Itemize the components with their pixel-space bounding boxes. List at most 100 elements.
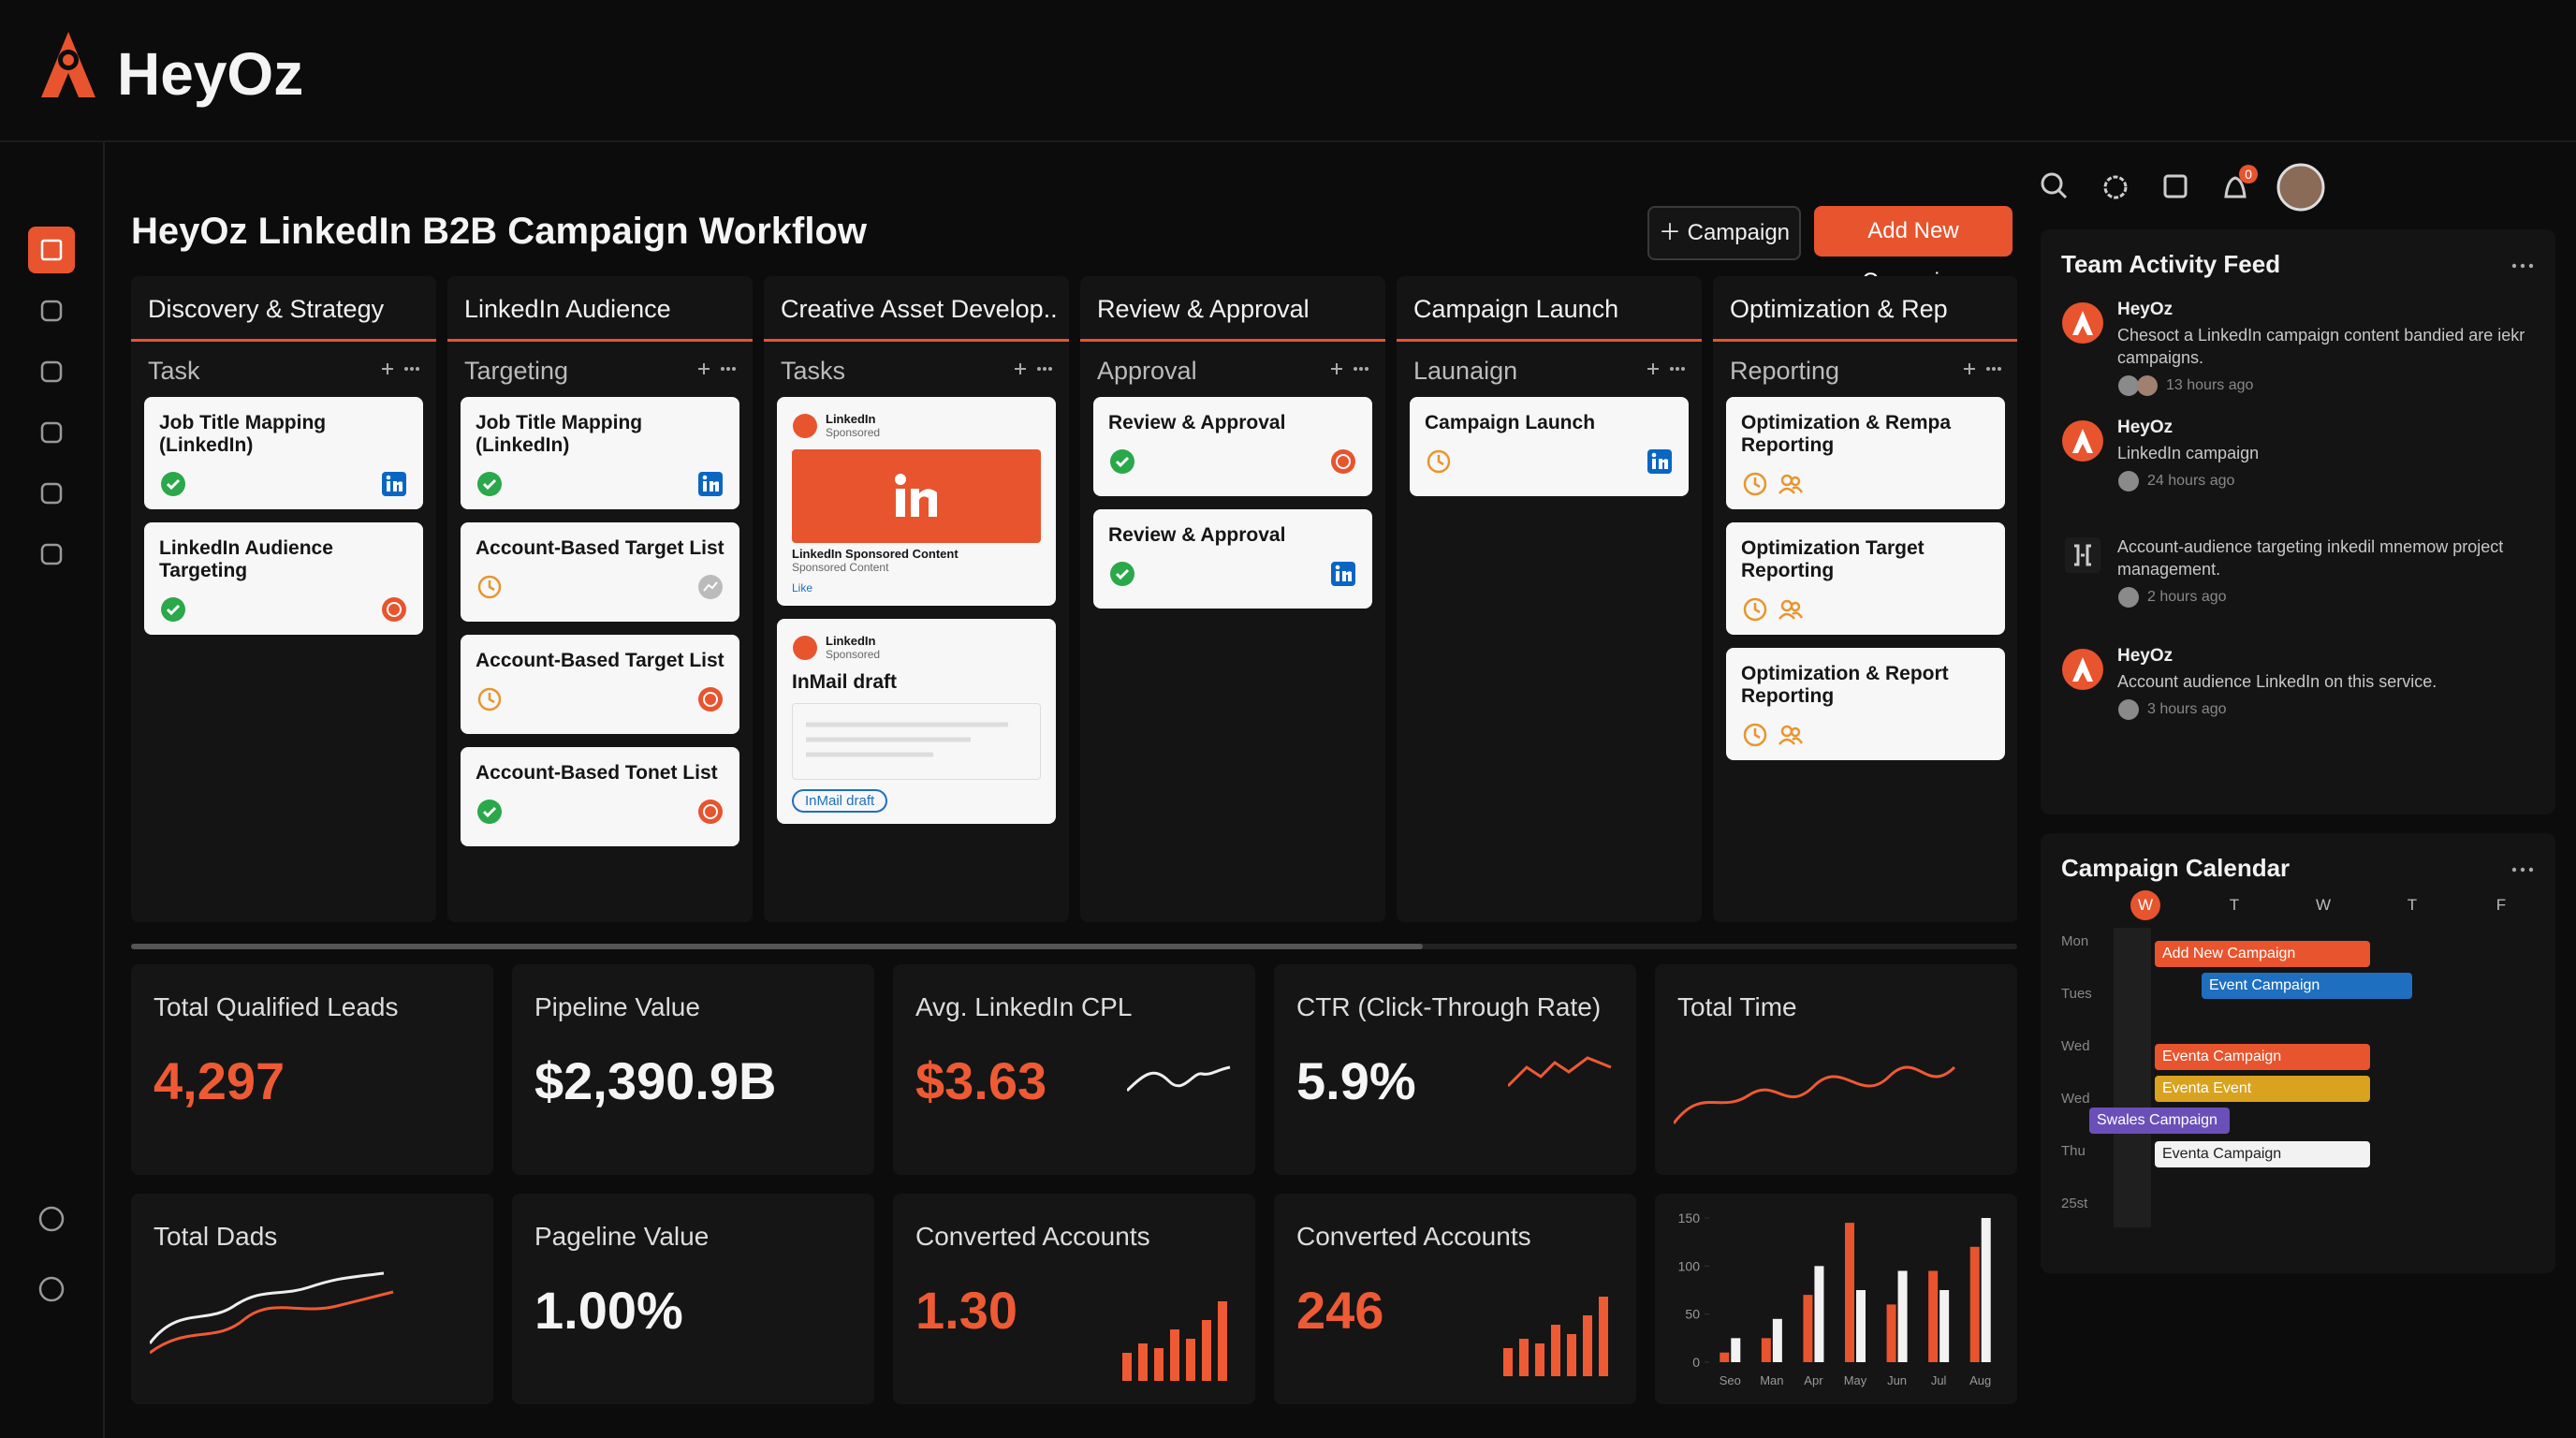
more-dot bbox=[1992, 367, 1996, 371]
calendar-event[interactable]: Swales Campaign bbox=[2089, 1108, 2230, 1134]
section-header: Task bbox=[131, 342, 436, 397]
card-footer bbox=[159, 470, 408, 498]
kanban-board: Discovery & Strategy Task Job Title Mappin… bbox=[131, 276, 2017, 941]
campaign-button[interactable]: ＋ Campaign bbox=[1647, 206, 1801, 260]
calendar-event[interactable]: Add New Campaign bbox=[2155, 941, 2370, 967]
kpi-value: 4,297 bbox=[154, 1051, 285, 1110]
x-tick-label: Apr bbox=[1804, 1373, 1823, 1387]
nav-item[interactable] bbox=[28, 409, 75, 456]
top-icons: 0 bbox=[2031, 159, 2555, 212]
bar bbox=[1803, 1295, 1813, 1362]
nav-item[interactable] bbox=[28, 1266, 75, 1313]
more-dot bbox=[2520, 263, 2525, 269]
calendar-event[interactable]: Eventa Campaign bbox=[2155, 1141, 2370, 1167]
bg bbox=[698, 687, 723, 712]
ring bbox=[703, 692, 718, 707]
more-dot bbox=[1354, 367, 1357, 371]
task-card[interactable]: Review & Approval bbox=[1093, 509, 1372, 609]
ring bbox=[1427, 449, 1451, 474]
task-card[interactable]: Optimization Target Reporting bbox=[1726, 522, 2005, 635]
feed-text: Chesoct a LinkedIn campaign content band… bbox=[2117, 326, 2525, 367]
avatar[interactable] bbox=[2276, 163, 2325, 212]
feed-text: LinkedIn campaign bbox=[2117, 444, 2260, 462]
add-campaign-button[interactable]: Add New Campaign bbox=[1814, 206, 2012, 294]
hands bbox=[1753, 477, 1761, 489]
source-tag: Sponsored bbox=[826, 648, 881, 661]
task-card[interactable]: Optimization & Rempa Reporting bbox=[1726, 397, 2005, 509]
sparkline bbox=[1674, 1065, 1956, 1124]
notification-count: 0 bbox=[2245, 167, 2252, 182]
nav-item[interactable] bbox=[28, 1196, 75, 1242]
task-card[interactable]: Job Title Mapping (LinkedIn) bbox=[461, 397, 739, 509]
user-avatars bbox=[2118, 587, 2139, 608]
time-text: 2 hours ago bbox=[2147, 589, 2227, 605]
feed-author: HeyOz bbox=[2117, 646, 2174, 666]
task-card[interactable]: LinkedIn Audience Targeting bbox=[144, 522, 423, 635]
task-card[interactable]: Campaign Launch bbox=[1410, 397, 1689, 496]
kpi-label: Pageline Value bbox=[534, 1222, 710, 1251]
day-header: T bbox=[2229, 896, 2240, 914]
creative-image bbox=[792, 449, 1041, 543]
draft-chip: InMail draft bbox=[792, 789, 888, 813]
calendar-event[interactable]: Eventa Event bbox=[2155, 1076, 2370, 1102]
feed-time: 13 hours ago bbox=[2117, 374, 2535, 397]
nav-icon bbox=[38, 1276, 65, 1302]
column-title: Review & Approval bbox=[1080, 276, 1385, 342]
ring bbox=[477, 687, 502, 712]
mark bbox=[2072, 657, 2093, 682]
x-tick-label: Man bbox=[1760, 1373, 1783, 1387]
mini-bar bbox=[1154, 1348, 1164, 1381]
task-card[interactable]: Optimization & Report Reporting bbox=[1726, 648, 2005, 760]
card-title: Optimization Target Reporting bbox=[1741, 537, 1925, 581]
bar bbox=[1845, 1223, 1854, 1362]
task-card[interactable]: LinkedIn Sponsored InMail draft InMail draf… bbox=[777, 619, 1056, 824]
section-label: Tasks bbox=[781, 357, 846, 385]
glyph bbox=[38, 1276, 65, 1302]
clock-icon bbox=[477, 575, 502, 599]
ring bbox=[1743, 472, 1767, 496]
y-tick-label: 0 bbox=[1692, 1355, 1700, 1370]
more-dot bbox=[404, 367, 408, 371]
nav-item[interactable] bbox=[28, 531, 75, 578]
task-card[interactable]: Account-Based Target List bbox=[461, 522, 739, 622]
bar bbox=[1720, 1352, 1730, 1362]
calendar-body bbox=[2114, 928, 2151, 1227]
source-text: LinkedIn Sponsored bbox=[826, 412, 880, 440]
mini-bar bbox=[1138, 1343, 1148, 1381]
more-dot bbox=[410, 367, 414, 371]
task-card[interactable]: Job Title Mapping (LinkedIn) bbox=[144, 397, 423, 509]
li-icon bbox=[1647, 449, 1672, 474]
user bbox=[2137, 375, 2158, 396]
card-status bbox=[1741, 470, 1805, 498]
nav-item[interactable] bbox=[28, 470, 75, 517]
search-icon bbox=[2041, 172, 2063, 195]
hands bbox=[488, 580, 495, 592]
tick bbox=[482, 478, 497, 491]
check-icon bbox=[477, 472, 502, 496]
nav-item[interactable] bbox=[28, 287, 75, 334]
mini-bar bbox=[1583, 1315, 1592, 1376]
bar bbox=[1772, 1318, 1782, 1362]
calendar-event[interactable]: Eventa Campaign bbox=[2155, 1044, 2370, 1070]
i bbox=[1336, 571, 1339, 581]
more-dot bbox=[416, 367, 419, 371]
task-card[interactable]: LinkedIn Sponsored LinkedIn Sponsored Cont… bbox=[777, 397, 1056, 606]
check-icon bbox=[161, 472, 185, 496]
user bbox=[2118, 471, 2139, 492]
card-footer bbox=[476, 798, 724, 826]
calendar-event[interactable]: Event Campaign bbox=[2202, 973, 2412, 999]
task-card[interactable]: Account-Based Tonet List bbox=[461, 747, 739, 846]
feed-avatar bbox=[2062, 302, 2103, 344]
task-card[interactable]: Account-Based Target List bbox=[461, 635, 739, 734]
section-tools bbox=[1964, 363, 2001, 374]
mark bbox=[2072, 429, 2093, 453]
scroll-thumb[interactable] bbox=[131, 944, 1423, 949]
nav-item[interactable] bbox=[28, 348, 75, 395]
ring bbox=[387, 602, 402, 617]
home-nav[interactable] bbox=[28, 227, 75, 273]
sparkline bbox=[1127, 1065, 1231, 1093]
kpi-card: Total Dads bbox=[131, 1194, 493, 1404]
task-card[interactable]: Review & Approval bbox=[1093, 397, 1372, 496]
scrollbar[interactable] bbox=[131, 944, 2017, 949]
plus: ＋ bbox=[1658, 220, 1688, 245]
